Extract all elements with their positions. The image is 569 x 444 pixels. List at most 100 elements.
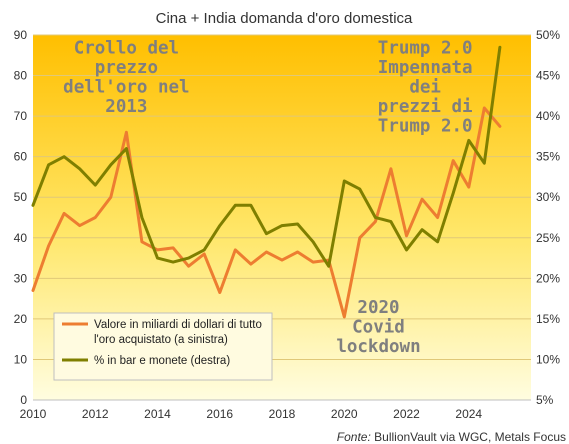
series-1-point-8	[156, 256, 159, 260]
annotation-1-line-1: Impennata	[378, 58, 473, 78]
x-axis-ticks: 2010 2012 2014 2016 2018 2020 2022 2024	[20, 407, 483, 421]
series-0-point-10	[187, 264, 190, 268]
series-0-point-14	[249, 262, 253, 266]
series-1-point-19	[327, 264, 330, 268]
series-0-point-18	[311, 260, 315, 264]
y-right-tick-40pct: 40%	[536, 109, 560, 123]
series-0-point-2	[62, 212, 66, 215]
series-1-point-0	[31, 204, 35, 207]
series-1-point-22	[374, 216, 377, 219]
series-0-point-30	[498, 125, 502, 128]
series-1-point-10	[187, 256, 190, 260]
source-label: Fonte:	[337, 430, 371, 444]
annotation-0-line-1: prezzo	[95, 58, 158, 78]
y-right-tick-20pct: 20%	[536, 271, 560, 285]
series-1-point-1	[47, 163, 50, 166]
y-left-axis-ticks: 0 10 20 30 40 50 60 70 80 90	[14, 28, 28, 407]
y-left-tick-80: 80	[14, 69, 28, 83]
series-1-point-28	[467, 139, 470, 142]
series-1-point-26	[436, 240, 439, 244]
x-tick-2014: 2014	[144, 407, 171, 421]
series-1-point-23	[389, 220, 393, 223]
series-0-point-12	[218, 291, 221, 294]
series-0-point-22	[374, 220, 377, 223]
y-left-tick-70: 70	[14, 109, 28, 123]
series-1-point-11	[202, 248, 206, 252]
series-1-point-12	[218, 224, 221, 227]
series-1-point-13	[234, 204, 237, 207]
series-0-point-6	[125, 131, 128, 134]
x-tick-2018: 2018	[269, 407, 296, 421]
series-1-point-17	[296, 222, 299, 226]
series	[31, 45, 502, 319]
series-1-point-4	[94, 183, 97, 187]
series-0-point-24	[405, 234, 408, 237]
series-0-point-17	[296, 250, 299, 254]
series-0-point-5	[109, 196, 113, 199]
annotation-1-line-2: dei	[409, 77, 441, 97]
series-1-point-6	[125, 147, 128, 150]
series-1-point-3	[78, 167, 81, 171]
annotation-2-line-1: Covid	[352, 317, 405, 337]
y-left-tick-40: 40	[14, 231, 28, 245]
y-right-tick-30pct: 30%	[536, 190, 560, 204]
y-left-tick-10: 10	[14, 352, 28, 366]
y-right-tick-45pct: 45%	[536, 69, 560, 83]
series-1-point-15	[265, 232, 268, 235]
series-1-point-30	[498, 45, 502, 49]
series-0-point-13	[234, 248, 237, 252]
series-1-point-14	[249, 204, 253, 207]
series-0-point-27	[451, 159, 455, 162]
y-right-tick-35pct: 35%	[536, 150, 560, 164]
series-0-point-28	[467, 185, 470, 189]
series-1-point-27	[451, 191, 455, 195]
series-0-point-11	[202, 252, 206, 256]
y-right-tick-25pct: 25%	[536, 231, 560, 245]
y-left-tick-20: 20	[14, 312, 28, 326]
x-tick-2010: 2010	[20, 407, 47, 421]
chart-title: Cina + India domanda d'oro domestica	[156, 10, 413, 27]
legend-box	[53, 312, 273, 381]
series-0-point-20	[343, 315, 346, 319]
series-1-point-21	[358, 187, 362, 191]
series-1-point-25	[420, 228, 424, 231]
y-left-tick-30: 30	[14, 271, 28, 285]
annotation-0-line-3: 2013	[105, 97, 147, 117]
x-tick-2016: 2016	[206, 407, 233, 421]
series-0-point-21	[358, 236, 362, 239]
series-0-point-16	[280, 258, 284, 262]
series-1-point-24	[405, 248, 408, 252]
series-0-point-0	[31, 289, 35, 292]
y-left-tick-60: 60	[14, 150, 28, 164]
series-0-point-29	[483, 106, 486, 110]
y-right-tick-15pct: 15%	[536, 312, 560, 326]
y-right-axis-ticks: 5% 10% 15% 20% 25% 30% 35% 40% 45% 50%	[536, 28, 560, 407]
series-1-point-9	[171, 260, 175, 264]
x-tick-2012: 2012	[82, 407, 109, 421]
annotation-1-line-3: prezzi di	[378, 97, 473, 117]
y-left-tick-50: 50	[14, 190, 28, 204]
series-0-point-26	[436, 216, 439, 219]
series-0-point-3	[78, 224, 81, 227]
x-tick-2024: 2024	[455, 407, 482, 421]
annotation-1-line-4: Trump 2.0	[378, 116, 473, 136]
series-0-point-25	[420, 198, 424, 201]
source-text: BullionVault via WGC, Metals Focus	[371, 430, 566, 444]
annotation-0-line-0: Crollo del	[74, 38, 179, 58]
series-1-point-2	[62, 155, 66, 158]
legend: Valore in miliardi di dollari di tutto l…	[53, 312, 273, 381]
y-left-tick-90: 90	[14, 28, 28, 42]
series-1-point-20	[343, 179, 346, 183]
legend-label-value-line2: l'oro acquistato (a sinistra)	[94, 334, 228, 346]
series-0-point-1	[47, 244, 50, 248]
series-0-point-23	[389, 167, 393, 171]
series-1-point-7	[140, 216, 144, 219]
legend-label-percent: % in bar e monete (destra)	[94, 355, 230, 367]
y-right-tick-5pct: 5%	[536, 393, 554, 407]
series-1-point-5	[109, 163, 113, 166]
annotation-0-line-2: dell'oro nel	[63, 77, 189, 97]
y-left-tick-0: 0	[20, 393, 27, 407]
source-note: Fonte: BullionVault via WGC, Metals Focu…	[337, 430, 566, 444]
